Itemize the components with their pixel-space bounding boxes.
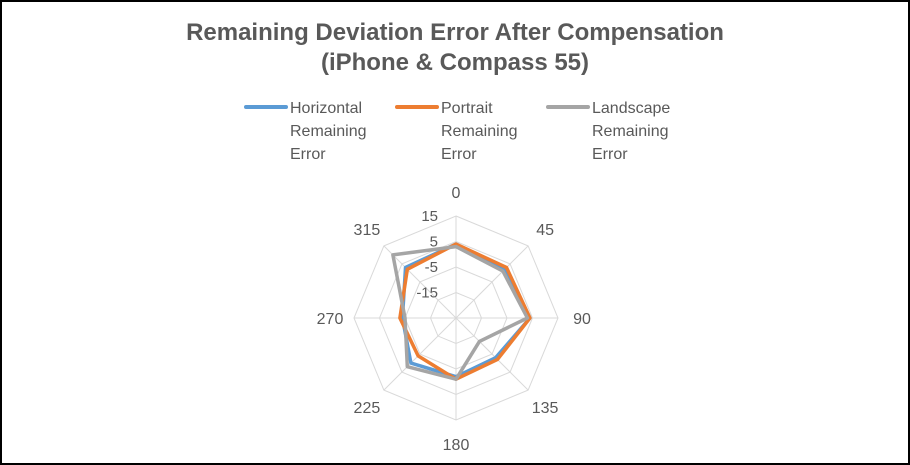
grid-spoke (455, 245, 529, 319)
legend-label: Horizontal (290, 100, 362, 117)
category-label: 0 (452, 185, 461, 202)
legend-label: Landscape (592, 100, 670, 117)
series-point (478, 340, 481, 343)
series-point (391, 253, 395, 257)
chart-title-line-1: Remaining Deviation Error After Compensa… (186, 19, 724, 46)
category-label: 135 (532, 400, 559, 417)
category-label: 315 (354, 222, 381, 239)
series-point (406, 268, 409, 271)
radial-tick-label: -5 (425, 259, 438, 276)
series-point (454, 378, 458, 381)
legend: Horizontal Remaining Error Portrait Remainin… (244, 100, 670, 163)
chart-title-line-2: (iPhone & Compass 55) (321, 49, 589, 76)
legend-label: Error (290, 146, 326, 163)
grid-spoke (455, 317, 529, 391)
series-point (505, 266, 508, 269)
series-point (416, 354, 420, 358)
series-point (496, 358, 499, 361)
series-point (398, 316, 402, 320)
series-point (403, 316, 407, 320)
category-labels: 0 45 90 135 180 225 270 315 (317, 185, 591, 454)
series-group (391, 242, 532, 381)
series-point (528, 316, 532, 320)
series-point (454, 242, 458, 246)
series-point (409, 361, 413, 365)
grid-spoke (383, 245, 457, 319)
legend-label: Remaining (441, 123, 517, 140)
category-label: 270 (317, 311, 344, 328)
legend-label: Error (441, 146, 477, 163)
category-label: 225 (354, 400, 381, 417)
radial-tick-labels: 15 5 -5 -15 (416, 208, 438, 302)
category-label: 180 (443, 437, 470, 454)
legend-label: Portrait (441, 100, 493, 117)
series-point (526, 316, 529, 320)
radial-tick-label: 15 (421, 208, 438, 225)
series-point (501, 269, 505, 273)
grid-spoke (383, 317, 457, 391)
category-label: 90 (573, 311, 591, 328)
series-point (454, 245, 458, 248)
radial-tick-label: -15 (416, 285, 438, 302)
legend-label: Remaining (290, 123, 366, 140)
category-label: 45 (536, 222, 554, 239)
series-point (406, 365, 409, 368)
radial-tick-label: 5 (430, 234, 438, 251)
radar-grid (353, 215, 559, 421)
legend-label: Remaining (592, 123, 668, 140)
legend-label: Error (592, 146, 628, 163)
